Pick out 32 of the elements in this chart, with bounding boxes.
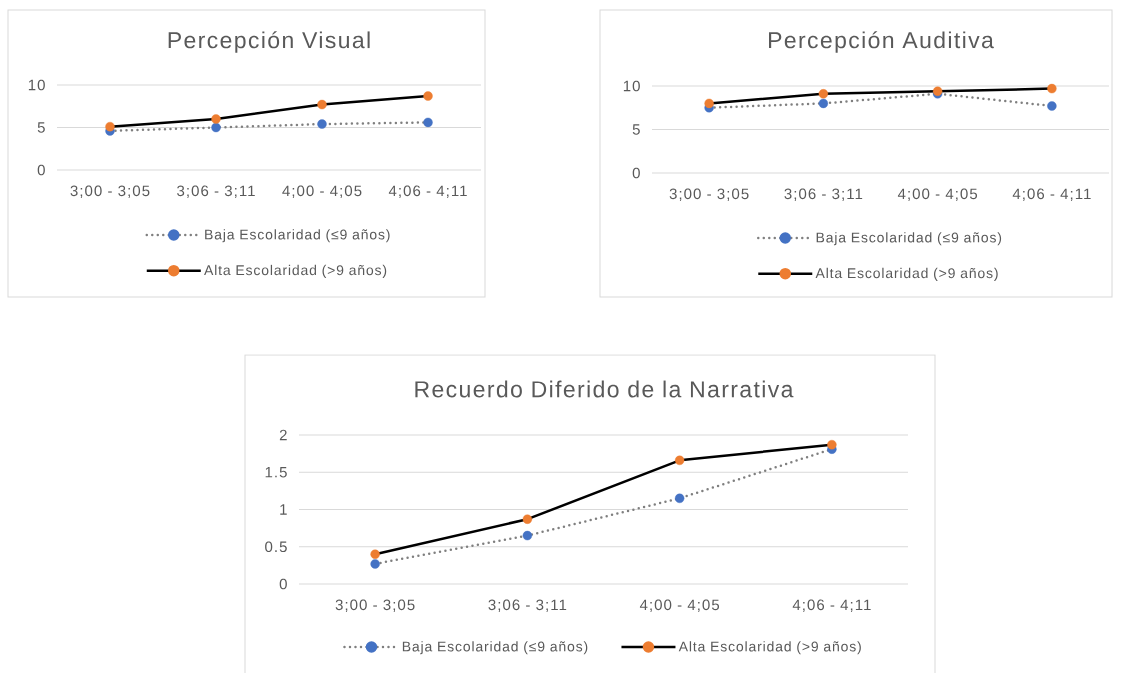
legend-label: Alta Escolaridad (>9 años) [204,264,387,278]
legend-label: Baja Escolaridad (≤9 años) [205,229,390,243]
legend-label: Baja Escolaridad (≤9 años) [816,232,1002,246]
y-tick-label: 5 [632,124,640,135]
x-tick-label: 3;00 - 3;05 [669,188,749,201]
chart-title: Percepción Auditiva [769,31,994,53]
x-tick-label: 4;00 - 4;05 [282,185,362,198]
legend-label: Baja Escolaridad (≤9 años) [402,641,588,655]
x-tick-label: 3;00 - 3;05 [70,185,150,198]
y-tick-label: 10 [623,80,640,92]
x-tick-label: 4;00 - 4;05 [897,188,978,201]
y-tick-label: 1.5 [265,467,287,478]
legend-label: Alta Escolaridad (>9 años) [678,641,861,655]
x-tick-label: 3;06 - 3;11 [488,599,567,612]
y-tick-label: 0.5 [265,541,287,553]
x-tick-label: 3;06 - 3;11 [177,185,255,198]
y-tick-label: 0 [279,578,287,590]
legend-label: Alta Escolaridad (>9 años) [815,267,998,281]
chart-title: Percepción Visual [168,31,370,53]
x-tick-label: 4;00 - 4;05 [639,599,720,612]
x-tick-label: 3;06 - 3;11 [784,188,863,201]
y-tick-label: 2 [279,429,287,441]
x-tick-label: 4;06 - 4;11 [1012,188,1091,201]
y-tick-label: 1 [280,504,287,515]
y-tick-label: 0 [632,167,640,179]
x-tick-label: 4;06 - 4;11 [388,185,467,198]
y-tick-label: 0 [37,164,45,176]
y-tick-label: 5 [37,122,45,133]
x-tick-label: 4;06 - 4;11 [792,599,871,612]
chart-title: Recuerdo Diferido de la Narrativa [415,380,794,398]
x-tick-label: 3;00 - 3;05 [335,599,415,612]
y-tick-label: 10 [28,79,45,91]
